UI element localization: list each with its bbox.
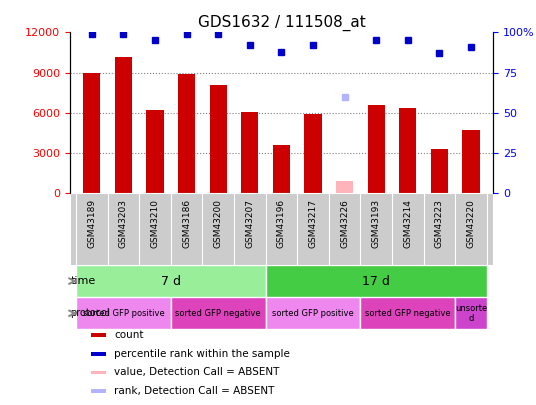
Text: 7 d: 7 d (161, 275, 181, 288)
Bar (399, 108, 416, 194)
Bar (455, 297, 487, 329)
Bar (463, 130, 480, 194)
Text: sorted GFP negative: sorted GFP negative (365, 309, 451, 318)
Title: GDS1632 / 111508_at: GDS1632 / 111508_at (198, 15, 365, 31)
Bar (241, 111, 258, 194)
Bar (368, 105, 385, 194)
Bar (146, 110, 163, 194)
Text: GSM43207: GSM43207 (245, 199, 254, 248)
Bar (91, 333, 106, 337)
Text: GSM43220: GSM43220 (466, 199, 475, 248)
Text: GSM43226: GSM43226 (340, 199, 349, 248)
Text: GSM43196: GSM43196 (277, 199, 286, 248)
Bar (76, 265, 266, 297)
Bar (83, 72, 100, 194)
Bar (76, 297, 171, 329)
Text: sorted GFP negative: sorted GFP negative (175, 309, 261, 318)
Text: GSM43203: GSM43203 (119, 199, 128, 248)
Text: value, Detection Call = ABSENT: value, Detection Call = ABSENT (114, 367, 279, 377)
Text: sorted GFP positive: sorted GFP positive (272, 309, 354, 318)
Text: GSM43217: GSM43217 (309, 199, 317, 248)
Text: time: time (70, 276, 95, 286)
Bar (304, 114, 322, 194)
Text: GSM43186: GSM43186 (182, 199, 191, 248)
Bar (336, 181, 353, 194)
Text: protocol: protocol (70, 308, 110, 318)
Bar (91, 389, 106, 393)
Text: GSM43189: GSM43189 (87, 199, 96, 248)
Bar (431, 149, 448, 194)
Bar (360, 297, 455, 329)
Bar (178, 74, 195, 194)
Bar (115, 57, 132, 194)
Text: unsorte
d: unsorte d (455, 304, 487, 323)
Bar (91, 352, 106, 356)
Bar (266, 265, 487, 297)
Text: GSM43210: GSM43210 (151, 199, 160, 248)
Text: sorted GFP positive: sorted GFP positive (83, 309, 164, 318)
Bar (210, 85, 227, 194)
Text: count: count (114, 330, 144, 340)
Bar (273, 145, 290, 194)
Text: GSM43200: GSM43200 (214, 199, 222, 248)
Text: 17 d: 17 d (362, 275, 390, 288)
Bar (171, 297, 266, 329)
Text: GSM43223: GSM43223 (435, 199, 444, 248)
Bar (266, 297, 360, 329)
Text: rank, Detection Call = ABSENT: rank, Detection Call = ABSENT (114, 386, 274, 396)
Text: GSM43214: GSM43214 (403, 199, 412, 248)
Bar (91, 371, 106, 374)
Text: percentile rank within the sample: percentile rank within the sample (114, 349, 290, 359)
Text: GSM43193: GSM43193 (371, 199, 381, 248)
